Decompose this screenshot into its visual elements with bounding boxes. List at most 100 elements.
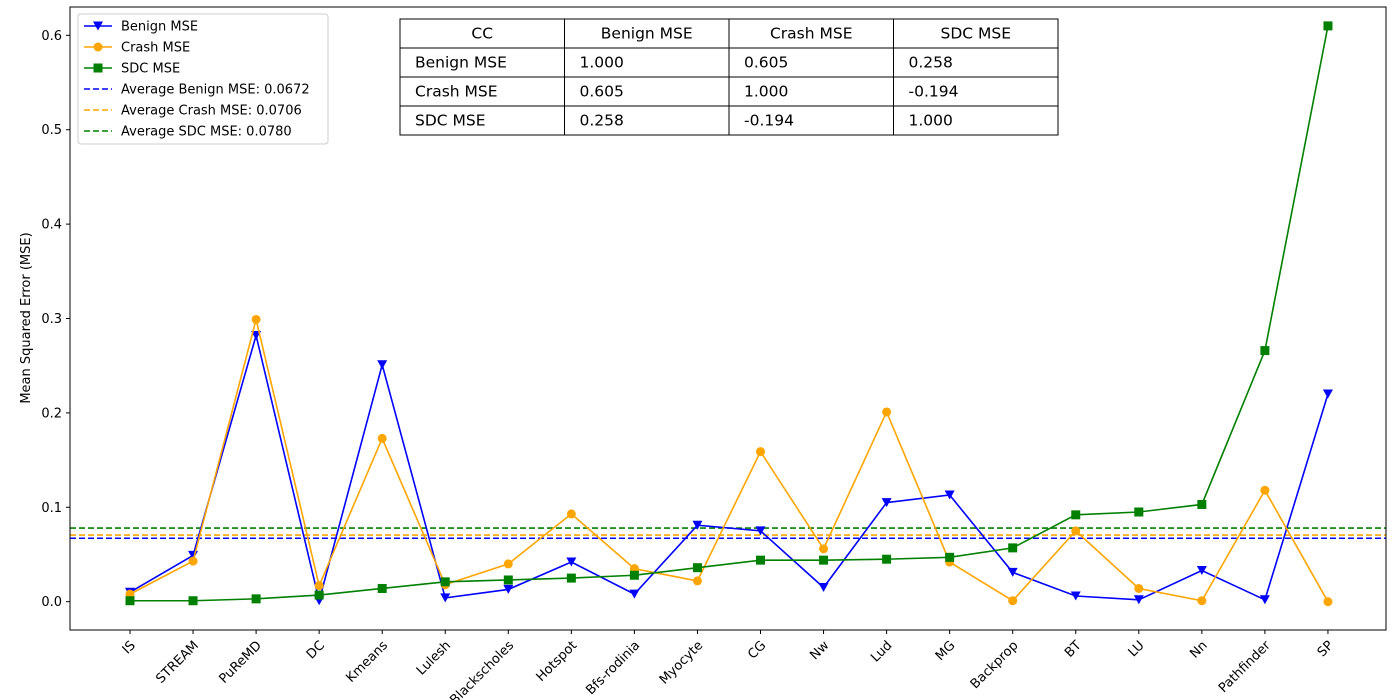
data-point <box>251 314 261 324</box>
data-point <box>629 570 639 580</box>
table-cell-text: SDC MSE <box>415 112 486 130</box>
table-cell <box>399 76 565 107</box>
x-tick-label: Myocyte <box>657 638 706 687</box>
data-point <box>1070 591 1081 601</box>
data-point <box>1007 567 1018 577</box>
x-tick-label: Lud <box>868 638 895 665</box>
data-point <box>1134 583 1144 593</box>
table-cell-text: 0.605 <box>744 54 788 72</box>
table-cell <box>399 47 565 78</box>
legend-swatch-marker <box>93 21 103 31</box>
table-cell <box>893 47 1059 78</box>
legend-entry: Average Crash MSE: 0.0706 <box>84 104 302 119</box>
data-point <box>819 555 829 565</box>
x-tick-label: Kmeans <box>344 638 392 686</box>
x-tick-label: PuReMD <box>216 638 264 686</box>
data-point <box>882 407 892 417</box>
table-cell <box>893 76 1059 107</box>
x-tick-label: SP <box>1315 638 1337 660</box>
legend-label: Average Benign MSE: 0.0672 <box>121 83 310 98</box>
data-point <box>1323 597 1333 607</box>
series-line <box>130 25 1329 602</box>
legend-swatch-marker <box>93 42 103 52</box>
legend-swatch-marker <box>93 63 103 73</box>
data-point <box>1134 507 1144 517</box>
data-point <box>756 555 765 565</box>
y-axis-label: Mean Squared Error (MSE) <box>19 232 34 403</box>
data-point <box>314 590 324 600</box>
series-crash-mse <box>125 314 1333 607</box>
y-axis: 0.0 0.1 0.2 0.3 0.4 0.5 0.6 <box>41 29 70 610</box>
x-tick-label: CG <box>745 638 769 662</box>
data-point <box>125 596 135 606</box>
data-point <box>566 573 576 583</box>
x-tick-label: Nw <box>807 638 832 663</box>
data-point <box>566 509 576 519</box>
x-tick-label: Nn <box>1187 638 1210 661</box>
table-header-text: Crash MSE <box>770 25 853 43</box>
table-cell <box>728 105 894 136</box>
y-tick-label: 0.1 <box>41 501 62 516</box>
x-tick-label: Backprop <box>968 638 1022 692</box>
series-sdc-mse <box>125 21 1333 606</box>
x-tick-label: Lulesh <box>414 638 454 678</box>
table-cell-text: -0.194 <box>744 112 794 130</box>
series-line <box>129 319 1329 603</box>
y-tick-label: 0.0 <box>41 595 62 610</box>
legend-entry: Crash MSE <box>84 41 190 56</box>
legend-label: Benign MSE <box>121 20 198 35</box>
data-point <box>945 552 955 562</box>
data-point <box>188 556 198 566</box>
data-point <box>377 583 387 593</box>
data-point <box>566 557 577 567</box>
legend-label: Average SDC MSE: 0.0780 <box>121 125 292 140</box>
data-point <box>1323 21 1333 31</box>
table-cell-text: -0.194 <box>909 83 959 101</box>
table-cell-text: Benign MSE <box>415 54 507 72</box>
data-point <box>503 575 513 585</box>
data-point <box>1322 389 1333 399</box>
data-point <box>188 596 198 606</box>
data-point <box>881 498 892 508</box>
table-cell <box>893 105 1059 136</box>
data-point <box>1196 566 1207 576</box>
x-tick-label: LU <box>1126 638 1148 660</box>
x-tick-label: Hotspot <box>534 638 581 685</box>
x-tick-label: MG <box>933 638 959 664</box>
data-point <box>251 594 261 604</box>
table-cell-text: 0.605 <box>580 83 624 101</box>
data-point <box>1197 596 1207 606</box>
legend-label: Crash MSE <box>121 41 190 56</box>
legend-entry: Average SDC MSE: 0.0780 <box>84 125 292 140</box>
data-point <box>1197 499 1207 509</box>
data-point <box>1008 543 1018 553</box>
table-cell-text: 1.000 <box>580 54 624 72</box>
legend-entry: SDC MSE <box>84 62 180 77</box>
correlation-table: CC Benign MSE Crash MSE SDC MSE Benign MSE 1.… <box>399 18 1059 136</box>
average-lines <box>70 527 1386 540</box>
data-point <box>692 520 703 530</box>
y-tick-label: 0.6 <box>41 29 62 44</box>
x-tick-label: Pathfinder <box>1216 638 1274 696</box>
series-line <box>129 332 1329 601</box>
x-tick-label: STREAM <box>153 638 201 686</box>
legend-entry: Average Benign MSE: 0.0672 <box>84 83 310 98</box>
legend-label: SDC MSE <box>121 62 180 77</box>
table-cell-text: Crash MSE <box>415 83 498 101</box>
table-cell-text: 0.258 <box>580 112 624 130</box>
legend: Benign MSE Crash MSE SDC MSE Average Benign… <box>77 13 329 145</box>
y-tick-label: 0.5 <box>41 123 62 138</box>
series-lines <box>125 21 1333 607</box>
x-tick-label: Bfs-rodinia <box>583 638 643 698</box>
data-point <box>1133 595 1144 605</box>
data-point <box>1071 510 1081 520</box>
table-header-text: CC <box>471 25 493 43</box>
data-point <box>377 433 387 443</box>
data-point <box>819 544 829 554</box>
data-point <box>1260 485 1270 495</box>
legend-entry: Benign MSE <box>84 20 198 35</box>
table-cell <box>728 47 894 78</box>
data-point <box>1008 596 1018 606</box>
data-point <box>1259 595 1270 605</box>
